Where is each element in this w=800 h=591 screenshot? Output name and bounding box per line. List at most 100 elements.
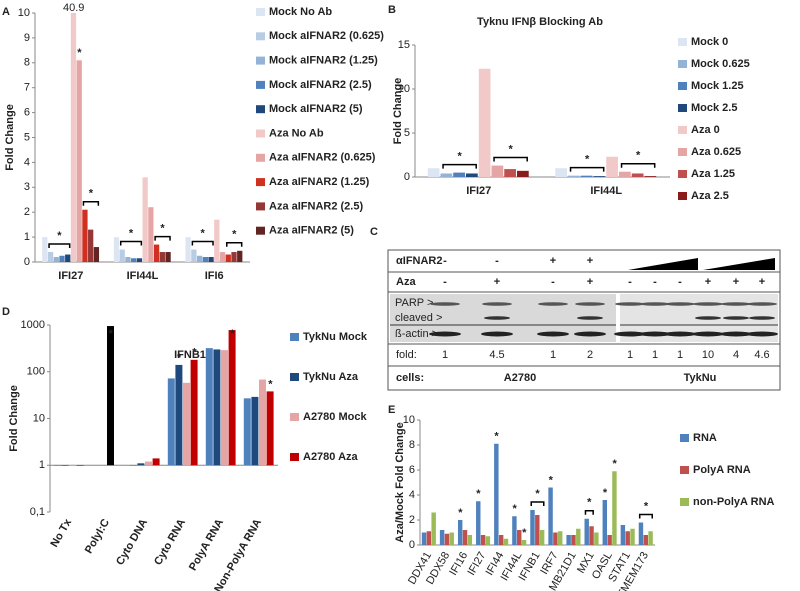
- band: [537, 331, 569, 337]
- treatment-mark: +: [587, 276, 593, 288]
- significance-star: *: [535, 488, 540, 500]
- y-tick-label: 0: [409, 539, 415, 551]
- bar: [53, 465, 61, 466]
- legend-swatch: [680, 434, 689, 442]
- band: [747, 302, 777, 306]
- bar: [76, 465, 84, 466]
- bar: [638, 522, 644, 545]
- significance-star: *: [109, 328, 114, 340]
- treatment-label: αIFNAR2: [396, 255, 443, 267]
- bar: [444, 533, 450, 545]
- bar: [504, 169, 516, 177]
- band: [693, 302, 723, 306]
- bar: [61, 465, 69, 466]
- chart-title: IFNB1: [174, 349, 206, 361]
- treatment-mark: -: [653, 276, 657, 288]
- bar: [503, 538, 509, 545]
- band: [484, 316, 510, 320]
- treatment-label: Aza: [396, 276, 416, 288]
- bar: [219, 252, 226, 262]
- bar: [606, 156, 618, 177]
- y-axis-label: Fold Change: [8, 385, 20, 452]
- band: [692, 331, 724, 337]
- y-tick-label: 9: [24, 32, 30, 44]
- bar: [485, 536, 491, 545]
- legend-label: Aza aIFNAR2 (5): [269, 225, 354, 237]
- bar: [466, 173, 478, 177]
- y-tick-label: 2: [409, 514, 415, 526]
- treatment-mark: -: [443, 255, 447, 267]
- bar: [225, 254, 231, 262]
- band: [577, 316, 603, 320]
- legend-label: Mock aIFNAR2 (0.625): [269, 30, 384, 42]
- y-tick-label: 100: [27, 366, 45, 378]
- bar: [214, 219, 220, 262]
- chart: IFNB1 Fold Change 0,1 1 10 100 1000 No Tx PolyI:…: [8, 319, 368, 591]
- bar: [131, 258, 137, 262]
- bar: [427, 168, 440, 177]
- bar: [221, 350, 228, 466]
- bar: [159, 252, 165, 262]
- bar: [191, 249, 197, 262]
- bar: [145, 461, 152, 466]
- blot-border: [387, 249, 781, 391]
- treatment-mark: +: [587, 255, 593, 267]
- legend-swatch: [256, 178, 265, 187]
- band: [639, 331, 671, 337]
- panel-letter: A: [2, 6, 10, 18]
- bar: [208, 257, 214, 262]
- dose-ramp: [703, 258, 775, 270]
- bar: [494, 443, 499, 545]
- bar: [42, 237, 48, 262]
- significance-bracket: [119, 240, 143, 246]
- treatment-mark: -: [495, 255, 499, 267]
- bar: [631, 173, 644, 177]
- legend-label: Aza aIFNAR2 (0.625): [269, 152, 376, 164]
- bar: [521, 540, 527, 545]
- significance-star: *: [177, 352, 182, 364]
- y-tick-label: 0: [24, 256, 30, 268]
- legend-label: PolyA RNA: [693, 464, 751, 476]
- band-label: ß-actin >: [395, 328, 438, 340]
- y-tick-label: 6: [409, 464, 415, 476]
- legend-label: TykNu Mock: [303, 331, 368, 343]
- panel-letter: D: [2, 306, 10, 318]
- bar: [555, 168, 567, 177]
- legend-label: non-PolyA RNA: [693, 496, 775, 508]
- bar: [593, 176, 606, 177]
- legend-swatch: [256, 32, 265, 41]
- y-tick-label: 10: [18, 7, 30, 19]
- bar: [119, 249, 125, 262]
- bar: [517, 530, 522, 545]
- y-tick-label: 10: [403, 414, 415, 426]
- legend-label: Mock No Ab: [269, 6, 332, 18]
- band: [664, 331, 696, 337]
- band: [749, 316, 775, 320]
- significance-star: *: [644, 500, 649, 512]
- bar: [512, 516, 517, 545]
- bar: [643, 535, 648, 545]
- bar: [557, 531, 563, 545]
- significance-star: *: [494, 431, 499, 443]
- legend-swatch: [680, 498, 689, 506]
- bar: [602, 500, 608, 545]
- significance-star: *: [585, 154, 590, 166]
- y-tick-label: 0,1: [30, 506, 45, 518]
- y-tick-label: 0: [404, 171, 410, 183]
- band-label: cleaved >: [395, 312, 442, 324]
- significance-star: *: [512, 503, 517, 515]
- fold-value: 4.5: [489, 349, 504, 361]
- bar: [76, 60, 82, 262]
- band: [665, 302, 695, 306]
- legend-swatch: [256, 105, 265, 114]
- significance-star: *: [160, 222, 165, 234]
- fold-value: 4.6: [754, 349, 769, 361]
- legend-label: Mock 0.625: [691, 58, 750, 70]
- bar: [548, 487, 553, 545]
- legend-swatch: [678, 126, 687, 134]
- chart: Aza/Mock Fold Change0246810DDX41DDX58IFI…: [394, 414, 775, 591]
- legend-swatch: [256, 226, 265, 235]
- bar: [571, 535, 576, 545]
- bar: [142, 177, 148, 262]
- bar: [553, 532, 558, 545]
